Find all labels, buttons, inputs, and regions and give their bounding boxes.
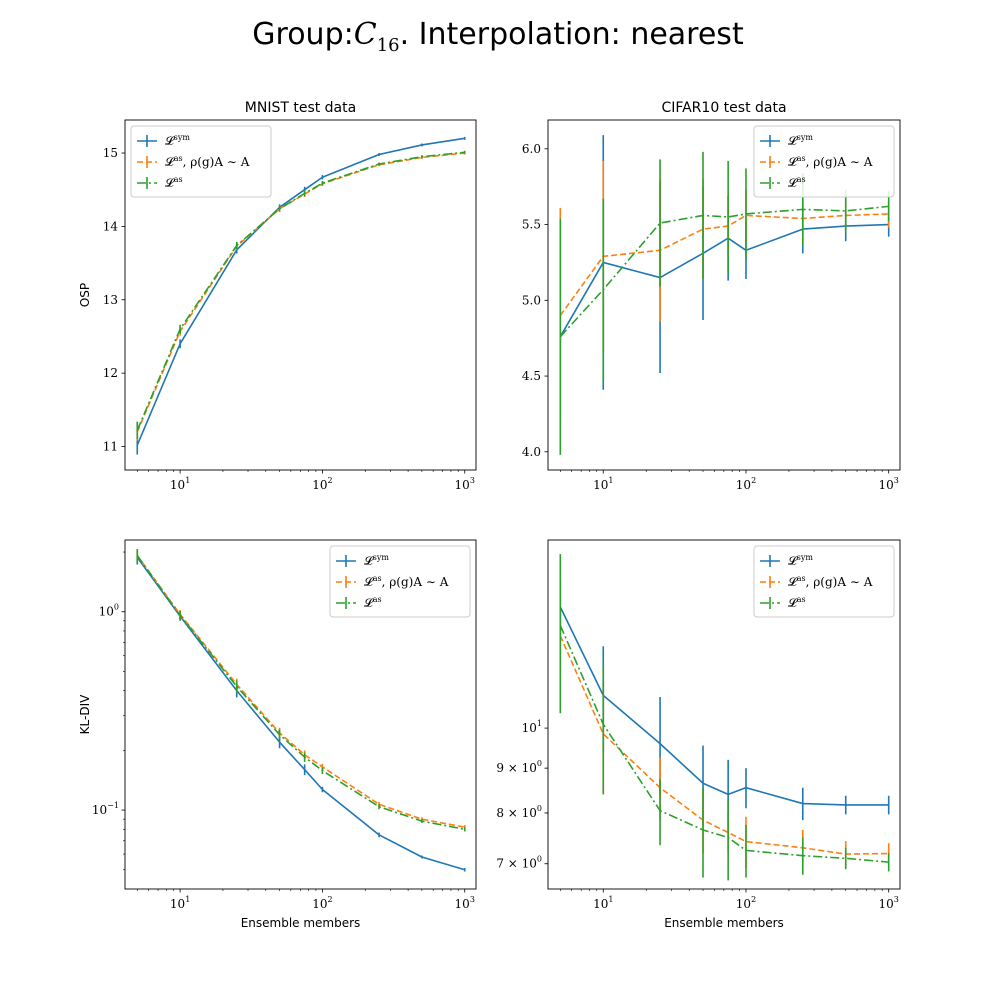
figure-title: Group:C16. Interpolation: nearest <box>252 17 744 56</box>
x-tick-label: 101 <box>593 476 613 492</box>
x-tick-label: 102 <box>312 476 332 492</box>
y-tick-label: 100 <box>99 603 119 619</box>
series-line <box>559 223 889 338</box>
x-tick-label: 101 <box>170 476 190 492</box>
plot-area <box>124 119 477 471</box>
x-tick-label: 101 <box>593 895 613 911</box>
legend-label: 𝓛sym <box>788 133 813 148</box>
legend-label: 𝓛as <box>788 175 806 190</box>
x-tick-label: 103 <box>455 476 475 492</box>
y-tick-label: 101 <box>522 719 542 735</box>
series-line <box>559 635 889 855</box>
x-tick-label: 102 <box>312 895 332 911</box>
y-tick-label: 4.0 <box>522 445 541 459</box>
legend-box <box>753 125 895 198</box>
plot-area <box>124 539 477 890</box>
legend-label: 𝓛as, ρ(g)A ∼ A <box>364 574 449 589</box>
y-axis-label: OSP <box>78 283 92 307</box>
y-tick-label: 15 <box>103 146 118 160</box>
x-tick-label: 103 <box>879 476 899 492</box>
legend-label: 𝓛as <box>788 595 806 610</box>
series-line <box>559 625 889 863</box>
x-tick-label: 103 <box>455 895 475 911</box>
subplot-1: 101 102 103 11 12 13 14 15 MNIST test data OSP 𝓛sy… <box>78 100 477 492</box>
legend-box <box>329 545 471 618</box>
legend: 𝓛sym 𝓛as, ρ(g)A ∼ A 𝓛as <box>753 545 895 618</box>
legend-label: 𝓛as, ρ(g)A ∼ A <box>788 574 873 589</box>
legend-label: 𝓛as <box>364 595 382 610</box>
y-axis-label: KL-DIV <box>78 694 92 734</box>
y-tick-label: 6.0 <box>522 142 541 156</box>
y-tick-label: 8 × 100 <box>496 804 542 820</box>
x-axis-label: Ensemble members <box>241 916 361 930</box>
subplot-title: MNIST test data <box>245 100 356 116</box>
subplot-2: 101 102 103 4.0 4.5 5.0 5.5 6.0 CIFAR10 test dat… <box>522 100 901 492</box>
subplot-title: CIFAR10 test data <box>661 100 786 116</box>
x-axis-label: Ensemble members <box>664 916 784 930</box>
y-tick-label: 12 <box>103 366 118 380</box>
y-tick-label: 5.0 <box>522 293 541 307</box>
y-tick-label: 11 <box>103 440 118 454</box>
subplot-4: 101 102 103 7 × 100 8 × 100 9 × 100 101 Ensembl… <box>496 539 901 930</box>
x-tick-label: 102 <box>736 476 756 492</box>
y-tick-label: 10−1 <box>92 801 119 817</box>
legend: 𝓛sym 𝓛as, ρ(g)A ∼ A 𝓛as <box>329 545 471 618</box>
x-tick-label: 101 <box>170 895 190 911</box>
y-tick-label: 14 <box>103 219 119 233</box>
plot-area <box>547 539 901 890</box>
legend-label: 𝓛sym <box>788 553 813 568</box>
subplot-3: 101 102 103 100 10−1 Ensemble members KL-DIV 𝓛s… <box>78 539 477 930</box>
legend: 𝓛sym 𝓛as, ρ(g)A ∼ A 𝓛as <box>753 125 895 198</box>
legend-box <box>753 545 895 618</box>
legend-label: 𝓛sym <box>364 553 389 568</box>
legend-label: 𝓛as, ρ(g)A ∼ A <box>165 154 250 169</box>
y-tick-label: 13 <box>103 293 118 307</box>
x-tick-label: 103 <box>879 895 899 911</box>
y-tick-label: 5.5 <box>522 218 541 232</box>
x-tick-label: 102 <box>736 895 756 911</box>
y-tick-label: 9 × 100 <box>496 759 542 775</box>
legend-label: 𝓛as, ρ(g)A ∼ A <box>788 154 873 169</box>
legend-label: 𝓛sym <box>165 133 190 148</box>
legend: 𝓛sym 𝓛as, ρ(g)A ∼ A 𝓛as <box>130 125 272 198</box>
series-line <box>559 606 889 806</box>
y-tick-label: 7 × 100 <box>496 855 542 871</box>
series-line <box>559 205 889 338</box>
legend-box <box>130 125 272 198</box>
legend-label: 𝓛as <box>165 175 183 190</box>
plot-area <box>547 119 901 471</box>
y-tick-label: 4.5 <box>522 369 541 383</box>
